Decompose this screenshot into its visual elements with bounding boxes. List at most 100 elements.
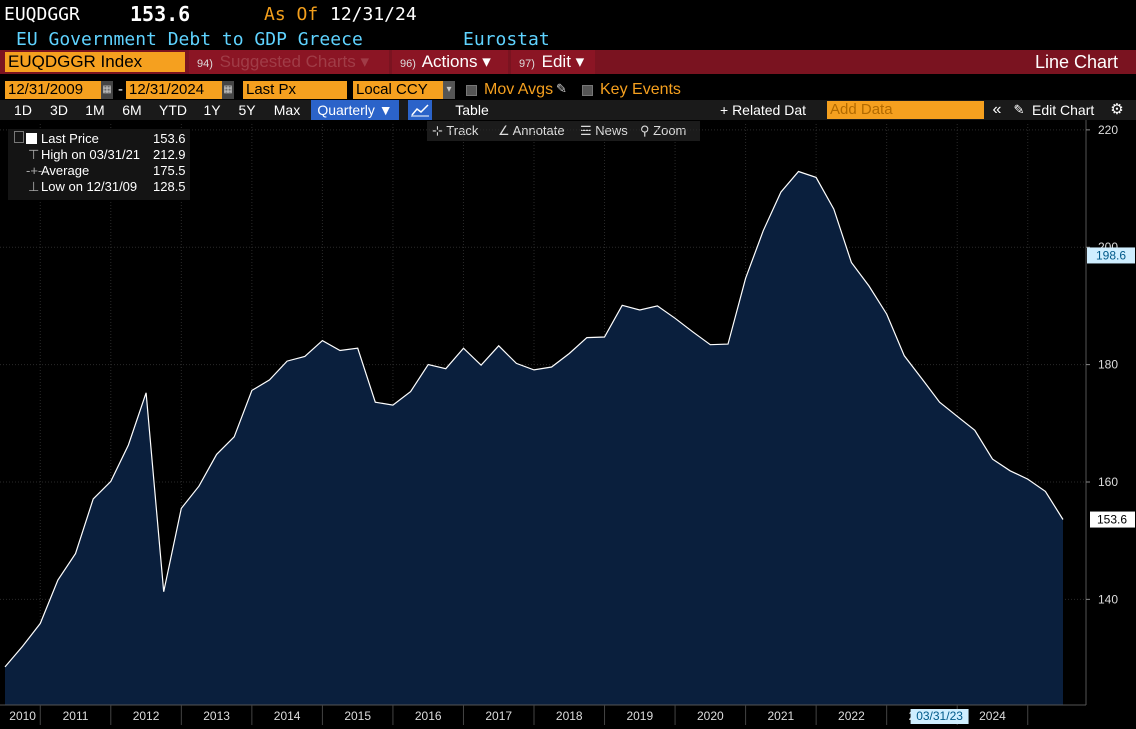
x-tick-label: 2021 [768,709,795,723]
as-of-label: As Of [264,4,319,25]
range-1d[interactable]: 1D [14,102,32,118]
chevron-down-icon: ▾ [360,52,370,71]
x-tick-label: 2012 [133,709,160,723]
suggested-charts-button[interactable]: 94) Suggested Charts ▾ [189,50,389,74]
x-tick-label: 2011 [63,709,89,723]
crosshair-y-box [1087,247,1135,264]
legend-swatch [26,133,37,144]
legend-low-value: 128.5 [153,179,186,194]
crosshair-x-label: 03/31/23 [916,709,963,723]
low-marker-icon: ⊥ [28,179,40,194]
x-tick-label: 2019 [626,709,653,723]
key-events-label: Key Events [600,81,681,98]
mov-avgs-checkbox[interactable] [466,85,477,96]
as-of-date: 12/31/24 [330,4,417,25]
legend-high-value: 212.9 [153,147,186,162]
collapse-icon[interactable]: « [992,101,1002,118]
x-tick-label: 2017 [485,709,512,723]
calendar-icon[interactable]: ▦ [101,81,113,99]
date-separator: - [118,81,123,98]
ticker: EUQDGGR [4,4,80,25]
zoom-tool[interactable]: ⚲ Zoom [640,121,686,141]
actions-label: Actions [421,52,478,71]
crosshair-y-label: 198.6 [1096,248,1126,262]
legend-tree-icon [14,131,24,143]
suggested-num: 94) [197,58,213,70]
last-value-box [1090,511,1135,528]
related-data-button[interactable]: + Related Dat [720,102,806,118]
magnifier-icon: ⚲ [640,123,650,138]
crosshair-x-box [910,709,969,724]
data-source: Eurostat [463,29,550,50]
range-ytd[interactable]: YTD [159,102,187,118]
line-chart-icon[interactable] [408,100,432,120]
x-tick-label: 2015 [344,709,371,723]
legend: Last Price 153.6 ⊤ High on 03/31/21 212.… [8,129,190,200]
field-select[interactable]: Last Px [243,81,347,99]
last-price: 153.6 [130,2,191,26]
x-tick-label: 2016 [415,709,442,723]
suggested-label: Suggested Charts [219,52,356,71]
range-6m[interactable]: 6M [122,102,142,118]
high-marker-icon: ⊤ [28,147,40,162]
edit-label: Edit [541,52,571,71]
legend-average-value: 175.5 [153,163,186,178]
mov-avgs-label: Mov Avgs [484,81,554,98]
security-description: EU Government Debt to GDP Greece [16,29,363,50]
legend-high-label: High on 03/31/21 [41,147,141,162]
x-tick-label: 2010 [9,709,36,723]
range-max[interactable]: Max [273,102,301,118]
edit-num: 97) [519,58,535,70]
periodicity-label: Quarterly [317,102,375,118]
news-tool[interactable]: ☰ News [580,121,628,141]
start-date-input[interactable]: 12/31/2009 [5,81,101,99]
crosshair-icon: ⊹ [432,123,443,138]
x-tick-label: 2014 [274,709,301,723]
calendar-icon[interactable]: ▦ [222,81,234,99]
range-3d[interactable]: 3D [50,102,68,118]
annotate-tool[interactable]: ∠ Annotate [498,121,565,141]
series-line [4,170,1064,668]
key-events-checkbox[interactable] [582,85,593,96]
security-input[interactable]: EUQDGGR Index [5,52,185,72]
average-marker-icon: -+- [26,163,43,178]
edit-chart-button[interactable]: Edit Chart [1032,102,1095,118]
end-date-input[interactable]: 12/31/2024 [126,81,222,99]
currency-select[interactable]: Local CCY [353,81,443,99]
periodicity-select[interactable]: Quarterly ▼ [311,100,399,120]
track-label: Track [446,123,479,138]
series-area [5,171,1063,705]
range-1y[interactable]: 1Y [203,102,221,118]
chevron-down-icon: ▼ [378,102,393,118]
chevron-down-icon[interactable]: ▾ [443,81,455,99]
gear-icon[interactable]: ⚙ [1110,101,1124,118]
add-data-input[interactable]: Add Data [827,101,984,119]
range-1m[interactable]: 1M [85,102,105,118]
legend-last-price-label: Last Price [41,131,99,146]
chart-tools-strip [427,121,700,141]
edit-button[interactable]: 97) Edit ▾ [511,50,595,74]
news-icon: ☰ [580,123,592,138]
x-tick-label: 2013 [203,709,230,723]
range-5y[interactable]: 5Y [238,102,256,118]
line-chart-glyph [411,104,429,117]
news-label: News [595,123,628,138]
actions-button[interactable]: 96) Actions ▾ [392,50,508,74]
table-button[interactable]: Table [455,102,489,118]
x-tick-label: 2024 [979,709,1006,723]
y-tick-label: 220 [1098,123,1118,137]
pencil-icon[interactable]: ✎ [1013,102,1025,117]
chart-type-label: Line Chart [1034,52,1118,72]
track-tool[interactable]: ⊹ Track [432,121,478,141]
x-tick-label: 2022 [838,709,865,723]
x-tick-label: 2018 [556,709,583,723]
y-tick-label: 140 [1098,592,1118,606]
legend-low-label: Low on 12/31/09 [41,179,138,194]
legend-average-label: Average [41,163,90,178]
y-tick-label: 180 [1098,358,1118,372]
chevron-down-icon: ▾ [482,52,491,71]
legend-last-price-value: 153.6 [153,131,186,146]
pencil-icon[interactable]: ✎ [556,81,567,96]
last-value-label: 153.6 [1097,513,1127,527]
